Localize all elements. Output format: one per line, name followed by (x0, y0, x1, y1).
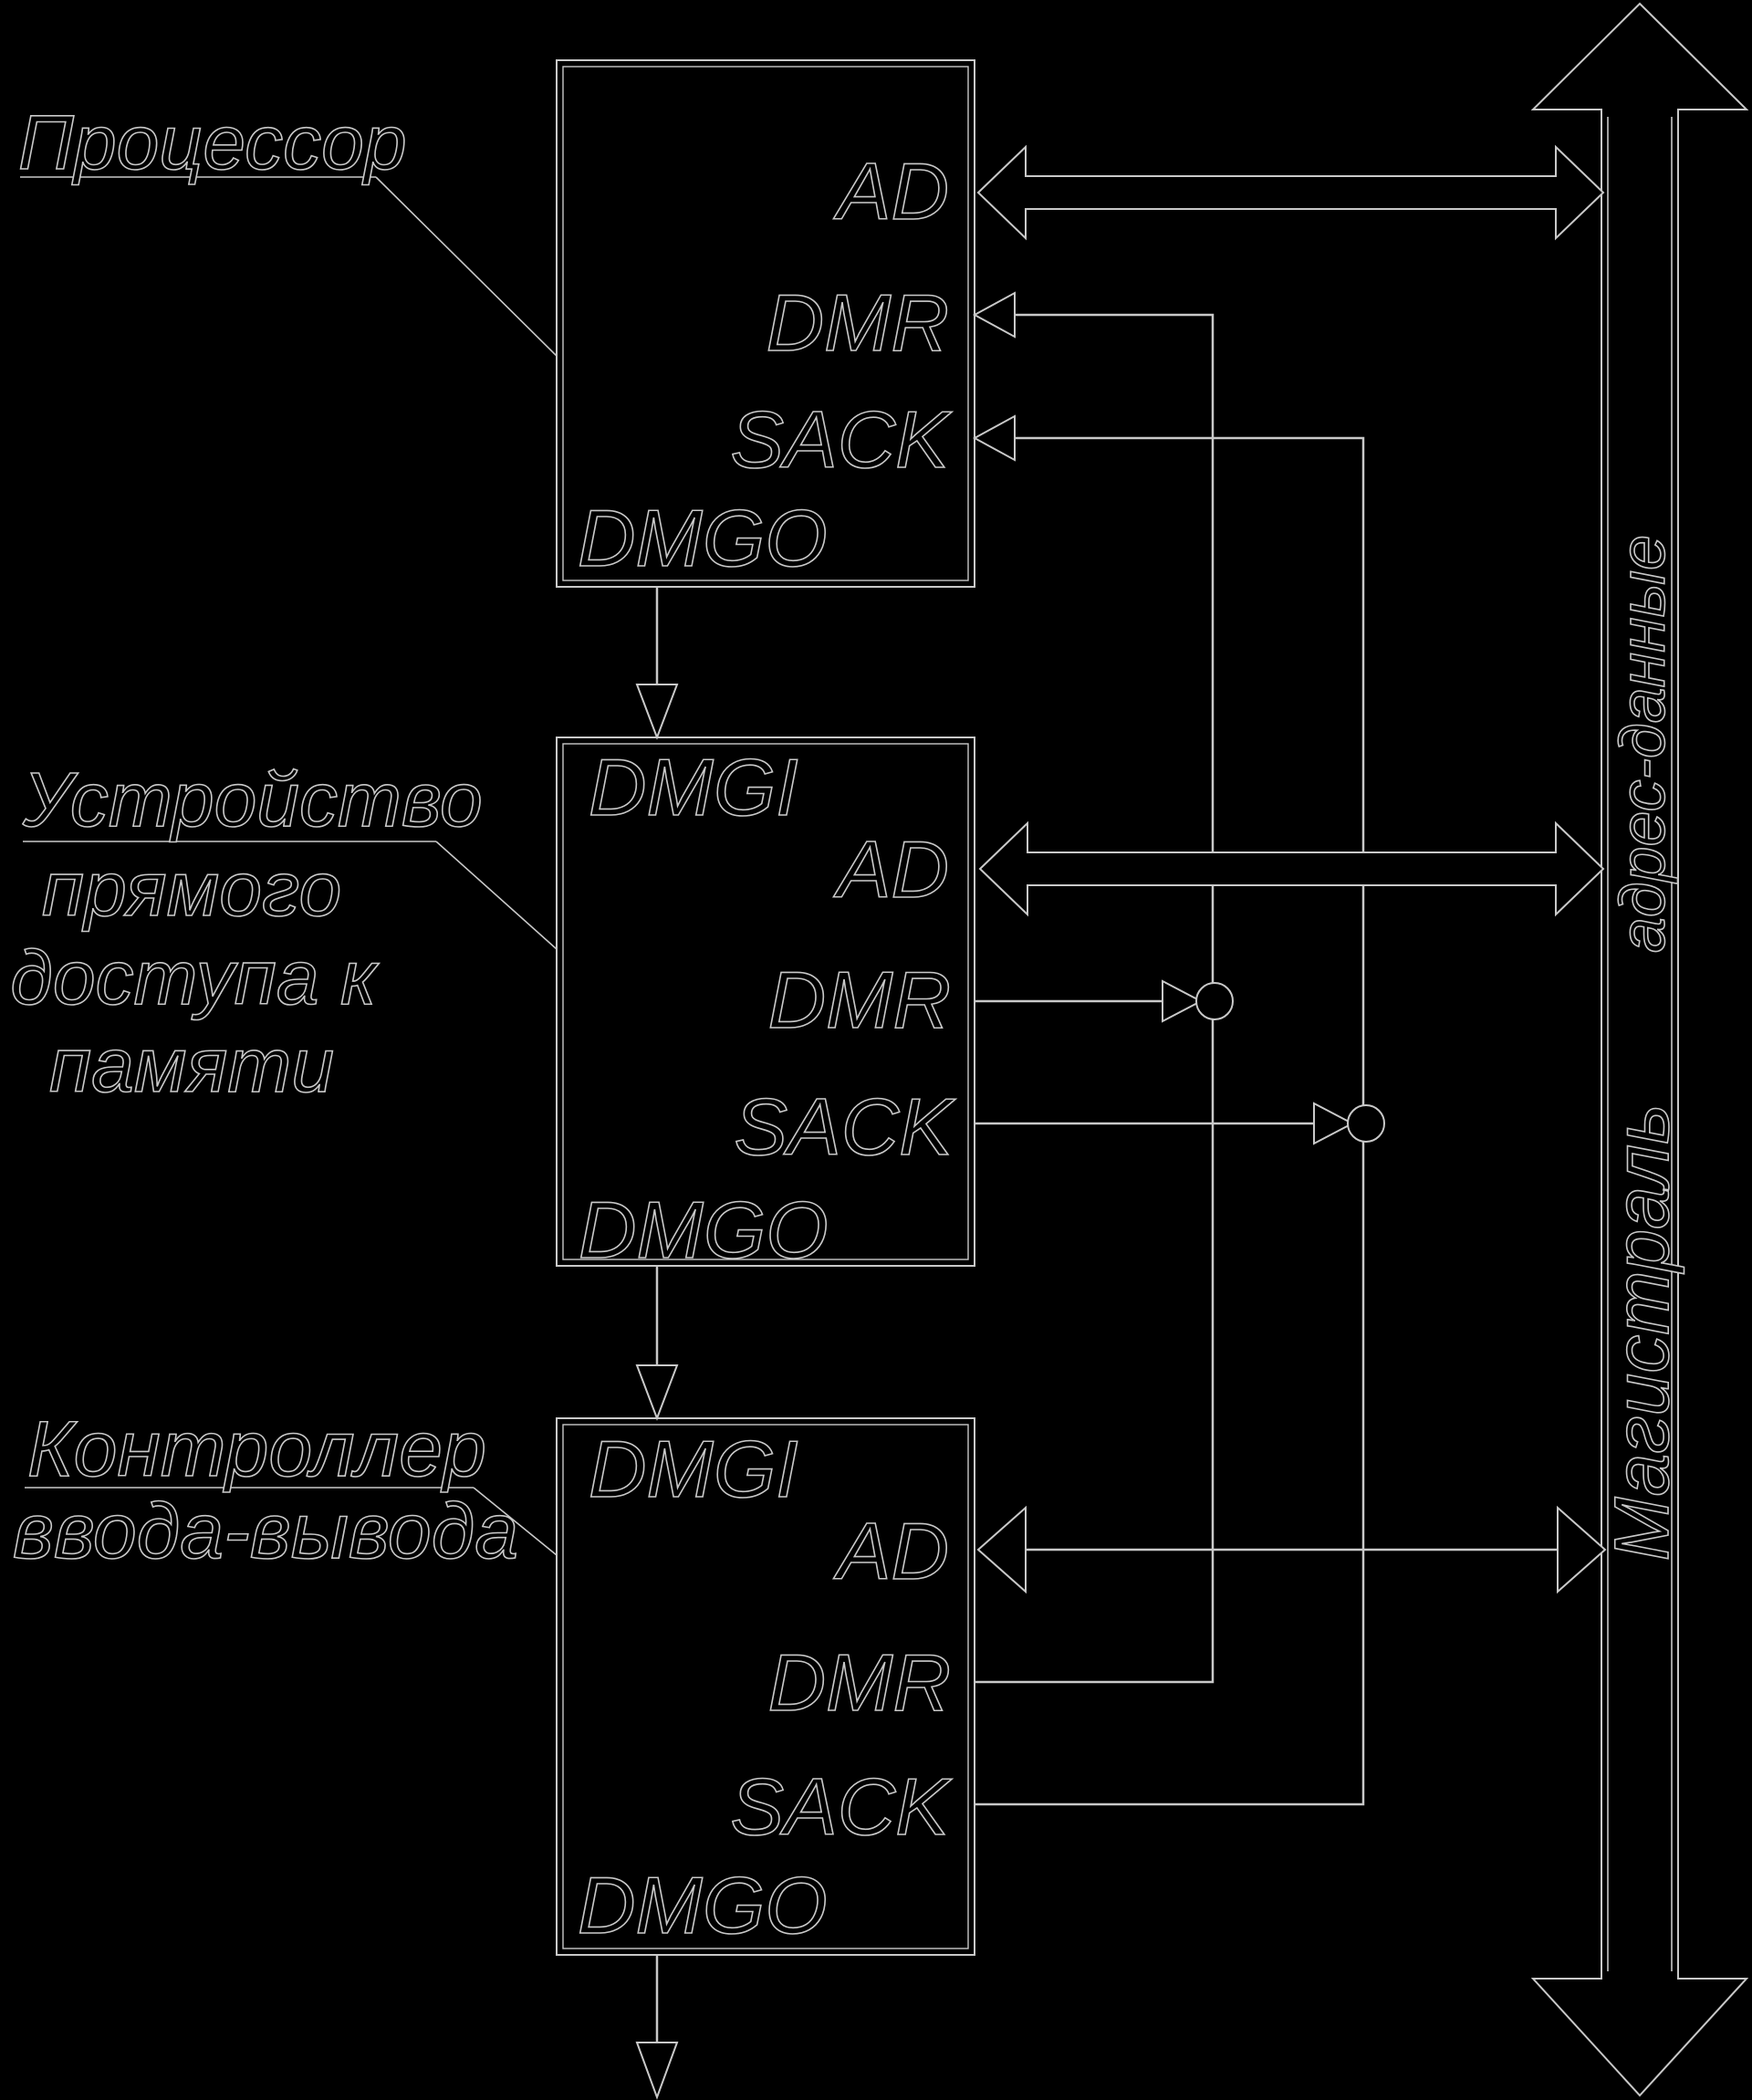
dmgo-arrowhead-into-dma (635, 684, 679, 740)
dmr-arrowhead-into-processor (972, 291, 1016, 339)
sack-arrowhead-into-processor (972, 414, 1016, 462)
dmgo-arrowhead-bottom (635, 2042, 679, 2100)
sack-arrowhead-into-junction (1313, 1102, 1355, 1145)
dma-signal-ad: AD (833, 824, 949, 914)
dma-signal-dmgo: DMGO (579, 1185, 829, 1275)
dma-box (556, 737, 975, 1267)
io-box-inner-border (562, 1424, 969, 1949)
dma-label-line3: доступа к (10, 935, 380, 1020)
ad-connection-processor (976, 144, 1605, 241)
ad-arrowhead-into-io (976, 1505, 1027, 1594)
io-signal-sack: SACK (730, 1761, 952, 1852)
processor-box-outer-border (556, 59, 975, 588)
dma-signal-dmr: DMR (768, 955, 951, 1045)
io-signal-ad: AD (833, 1506, 949, 1596)
io-box (556, 1417, 975, 1956)
dmr-net (972, 291, 1234, 1684)
io-signal-dmgo: DMGO (578, 1860, 828, 1950)
dma-label-line1: Устройство (22, 757, 483, 842)
dma-box-inner-border (562, 743, 969, 1260)
io-callout-diagonal (473, 1487, 558, 1556)
bus-label-trunk: Магистраль (1599, 1104, 1684, 1562)
processor-signal-ad: AD (833, 146, 949, 236)
dma-label-line2: прямого (42, 846, 341, 932)
processor-box-inner-border (562, 66, 969, 581)
dma-callout-diagonal (435, 841, 558, 950)
processor-label: Процессор (18, 99, 407, 185)
callout-lines (20, 176, 558, 1556)
bus-arrow (1530, 2, 1749, 2097)
ad-connection-io (976, 1505, 1607, 1594)
io-signal-dmgi: DMGI (589, 1424, 798, 1514)
io-box-outer-border (556, 1417, 975, 1956)
bus-double-arrow-body (1530, 2, 1749, 2097)
io-label-line2: ввода-вывода (13, 1488, 518, 1575)
dma-label-line4: памяти (49, 1022, 334, 1108)
bus-label-address-data: адрес-данные (1607, 535, 1678, 953)
ad-double-arrow-processor (976, 144, 1605, 241)
io-label-line1: Контроллер (27, 1405, 486, 1493)
processor-signal-sack: SACK (730, 394, 952, 485)
dmr-arrowhead-into-junction (1162, 979, 1204, 1023)
processor-signal-dmgo: DMGO (578, 493, 828, 583)
dmgo-chain-arrows (635, 587, 679, 2100)
dmr-junction-dot (1195, 982, 1234, 1020)
dma-signal-dmgi: DMGI (589, 742, 798, 832)
sack-junction-dot (1347, 1104, 1385, 1143)
io-signal-dmr: DMR (768, 1637, 951, 1728)
ad-arrowhead-into-bus (1557, 1505, 1607, 1594)
processor-signal-dmr: DMR (766, 277, 949, 368)
dma-signal-sack: SACK (734, 1081, 955, 1172)
ad-connection-dma (978, 820, 1605, 917)
ad-double-arrow-dma (978, 820, 1605, 917)
dmgo-arrowhead-into-io (635, 1364, 679, 1421)
processor-box (556, 59, 975, 588)
processor-callout-diagonal (375, 176, 558, 357)
sack-net (972, 414, 1385, 1806)
dma-box-outer-border (556, 737, 975, 1267)
